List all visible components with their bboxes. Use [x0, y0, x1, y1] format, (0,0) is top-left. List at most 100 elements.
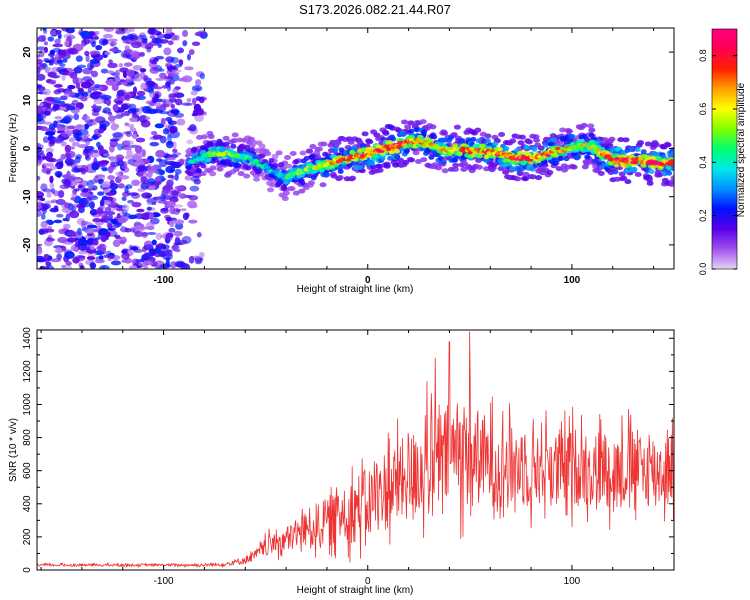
ridge-outer-cell: [337, 168, 344, 174]
noise-cell: [78, 200, 86, 208]
noise-cell: [55, 29, 62, 34]
ridge-outer-cell: [259, 153, 266, 159]
ridge-mid-cell: [640, 163, 647, 168]
noise-cell: [38, 248, 43, 254]
noise-cell: [167, 133, 173, 142]
noise-cell: [46, 151, 54, 159]
ridge-outer-cell: [628, 146, 635, 152]
noise-cell: [50, 30, 57, 36]
ridge-halo-cell: [608, 136, 616, 142]
noise-cell: [186, 53, 192, 61]
noise-cell: [49, 140, 56, 147]
ridge-outer-cell: [640, 149, 647, 155]
noise-cell: [127, 199, 135, 204]
noise-cell: [195, 79, 202, 87]
noise-cell: [135, 137, 146, 143]
noise-cell: [177, 77, 188, 82]
noise-cell: [172, 87, 179, 95]
noise-cell: [60, 153, 66, 160]
noise-cell: [65, 129, 74, 135]
noise-cell: [103, 152, 110, 157]
snr-marks: [37, 331, 674, 568]
noise-cell: [126, 149, 133, 157]
ridge-halo-cell: [522, 176, 530, 182]
noise-cell: [174, 248, 181, 253]
noise-cell: [154, 260, 165, 267]
ridge-outer-cell: [299, 180, 306, 186]
noise-cell: [151, 201, 157, 206]
noise-cell: [193, 103, 202, 112]
noise-cell: [57, 236, 68, 244]
noise-cell: [48, 123, 56, 130]
noise-cell: [129, 28, 135, 33]
noise-cell: [187, 200, 197, 209]
noise-cell: [115, 236, 122, 240]
ridge-outer-cell: [346, 162, 353, 168]
noise-cell: [98, 213, 107, 217]
noise-cell: [102, 107, 111, 114]
ridge-outer-cell: [447, 135, 454, 141]
noise-cell: [101, 167, 108, 172]
noise-cell: [166, 28, 173, 34]
ridge-outer-cell: [634, 147, 641, 153]
ridge-outer-cell: [484, 138, 491, 144]
noise-cell: [136, 208, 145, 213]
noise-cell: [168, 79, 175, 85]
noise-cell: [123, 62, 133, 67]
noise-cell: [188, 219, 198, 224]
noise-cell: [43, 238, 53, 247]
noise-cell: [85, 79, 95, 87]
ridge-halo-cell: [517, 140, 525, 146]
noise-cell: [104, 51, 111, 56]
noise-cell: [43, 46, 49, 54]
noise-cell: [89, 201, 95, 210]
ridge-core-cell: [669, 159, 674, 163]
ridge-halo-cell: [299, 150, 307, 156]
ridge-outer-cell: [332, 146, 339, 152]
noise-cell: [109, 156, 117, 162]
noise-cell: [104, 211, 116, 216]
noise-cell: [37, 105, 43, 114]
noise-cell: [147, 86, 155, 94]
snr-ytick-label: 800: [22, 429, 33, 446]
ridge-outer-cell: [523, 144, 530, 150]
noise-cell: [87, 121, 98, 126]
ridge-halo-cell: [646, 180, 654, 186]
noise-cell: [154, 176, 162, 183]
ridge-halo-cell: [451, 166, 459, 172]
noise-cell: [93, 175, 99, 183]
noise-cell: [95, 210, 107, 214]
noise-cell: [42, 136, 50, 144]
snr-ytick-label: 0: [22, 567, 33, 573]
colorbar-tick-label: 0.8: [698, 49, 708, 62]
noise-cell: [69, 146, 75, 150]
noise-cell: [46, 66, 52, 72]
spectrogram-xtick-label: 0: [365, 275, 371, 286]
noise-cell: [140, 176, 148, 183]
noise-cell: [81, 115, 91, 122]
noise-cell: [146, 171, 153, 179]
noise-cell: [73, 66, 83, 74]
ridge-halo-cell: [243, 173, 251, 179]
noise-cell: [176, 118, 186, 126]
ridge-halo-cell: [334, 140, 342, 146]
colorbar-bar: [712, 29, 737, 269]
ridge-halo-cell: [292, 190, 300, 196]
noise-cell: [105, 231, 111, 238]
ridge-halo-cell: [559, 127, 567, 133]
noise-cell: [112, 75, 121, 82]
noise-cell: [37, 68, 41, 74]
noise-cell: [63, 223, 71, 229]
noise-cell: [155, 149, 166, 158]
ridge-outer-cell: [403, 148, 410, 154]
noise-cell: [41, 213, 46, 220]
noise-cell: [125, 53, 132, 58]
noise-cell: [107, 175, 115, 180]
noise-cell: [73, 113, 80, 121]
noise-cell: [170, 161, 182, 169]
ridge-halo-cell: [349, 175, 357, 181]
noise-cell: [125, 184, 133, 190]
noise-cell: [171, 69, 182, 73]
ridge-mid-cell: [496, 146, 503, 152]
noise-cell: [145, 194, 151, 199]
